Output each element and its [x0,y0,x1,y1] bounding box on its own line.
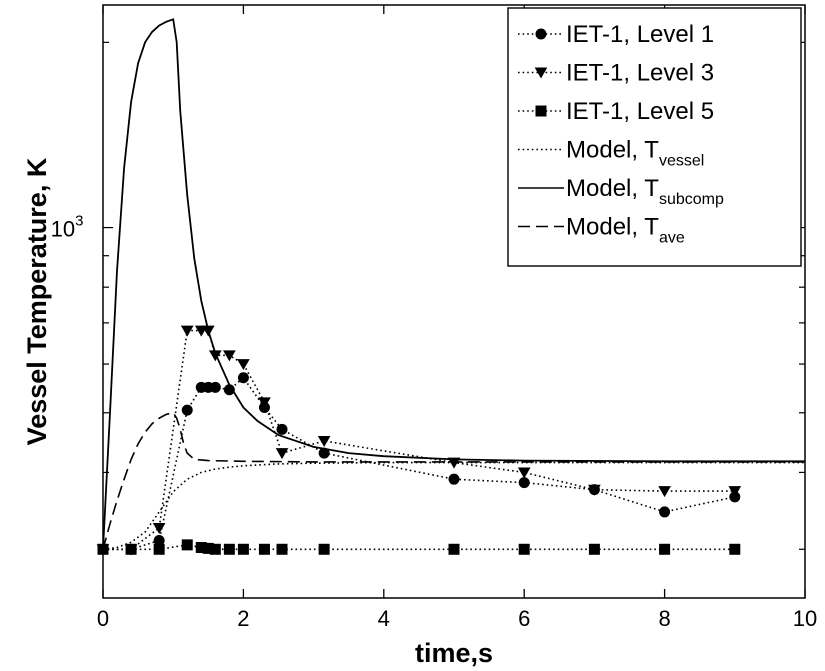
series-2-point [258,397,271,409]
legend-label-main: IET-1, Level 5 [566,98,714,125]
series-6 [102,411,805,550]
series-3 [97,539,741,555]
legend-item-6: Model, Tave [518,214,685,247]
legend-label: Model, Tave [566,214,685,247]
series-2 [96,325,742,556]
series-1 [97,372,741,555]
x-tick-label: 8 [658,606,670,631]
series-2-point [317,435,331,447]
legend-item-5: Model, Tsubcomp [518,175,724,208]
series-2-point [588,484,601,496]
series-3-point [729,543,741,555]
series-3-point [588,543,600,555]
legend-item-4: Model, Tvessel [518,137,704,170]
series-1-point [448,473,460,485]
series-1-point [181,404,193,416]
plot-area [96,18,805,556]
series-1-point [659,506,671,518]
x-tick-label: 10 [793,606,817,631]
series-2-point [237,359,250,371]
legend-label-subscript: vessel [659,153,704,170]
legend-label-subscript: subcomp [659,191,724,208]
series-3-point [153,543,165,555]
series-3-point [448,543,460,555]
series-3-point [258,543,270,555]
legend-label: IET-1, Level 3 [566,60,714,87]
series-5-line [102,18,805,550]
series-3-point [181,539,193,551]
legend-label-main: IET-1, Level 1 [566,21,714,48]
series-2-point [728,486,742,498]
series-3-point [223,543,235,555]
plot-frame [102,4,806,599]
series-3-point [125,543,137,555]
legend-marker [535,105,547,117]
legend-label: IET-1, Level 5 [566,98,714,125]
legend-item-2: IET-1, Level 3 [518,60,714,87]
series-3-point [318,543,330,555]
series-2-point [223,350,236,362]
legend-box [507,7,802,267]
series-2-point [152,522,166,534]
series-3-point [195,542,207,554]
legend-label: IET-1, Level 1 [566,21,714,48]
series-1-line [103,376,735,551]
legend-label: Model, Tsubcomp [566,175,724,208]
legend-item-3: IET-1, Level 5 [518,98,714,125]
series-1-point [518,477,530,489]
y-axis-title: Vessel Temperature, K [22,157,52,445]
series-3-point [276,543,288,555]
series-3-point [237,543,249,555]
series-3-point [518,543,530,555]
legend-label-main: IET-1, Level 3 [566,60,714,87]
series-1-point [318,447,330,459]
series-5 [102,18,805,550]
legend-label-main: Model, T [566,214,659,241]
legend-label-subscript: ave [659,230,685,247]
y-tick-label: 103 [51,213,84,242]
legend-item-1: IET-1, Level 1 [518,21,714,48]
legend-label: Model, Tvessel [566,137,704,170]
series-1-point [153,535,165,547]
series-3-point [202,542,214,554]
series-2-point [275,448,289,460]
legend-marker [535,28,547,40]
y-tick-label-base: 10 [51,217,75,242]
series-6-line [102,411,805,550]
x-axis-title: time,s [415,638,493,668]
series-3-point [209,543,221,555]
legend: IET-1, Level 1 IET-1, Level 3 IET-1, Level… [507,7,802,267]
series-3-point [659,543,671,555]
series-1-point [276,423,288,435]
x-tick-label: 4 [378,606,390,631]
legend-label-main: Model, T [566,175,659,202]
series-2-point [208,350,222,362]
legend-marker [534,67,548,79]
x-tick-label: 6 [518,606,530,631]
y-tick-label-exponent: 3 [75,213,83,230]
series-1-point [237,372,249,384]
x-tick-label: 0 [97,606,109,631]
x-tick-label: 2 [237,606,249,631]
series-2-line [103,329,735,551]
legend-label-main: Model, T [566,137,659,164]
series-1-point [223,384,235,396]
series-2-point [517,467,531,479]
series-2-point [658,486,671,498]
series-2-point [180,325,194,337]
series-1-point [209,381,221,393]
series-3-line [103,544,735,551]
